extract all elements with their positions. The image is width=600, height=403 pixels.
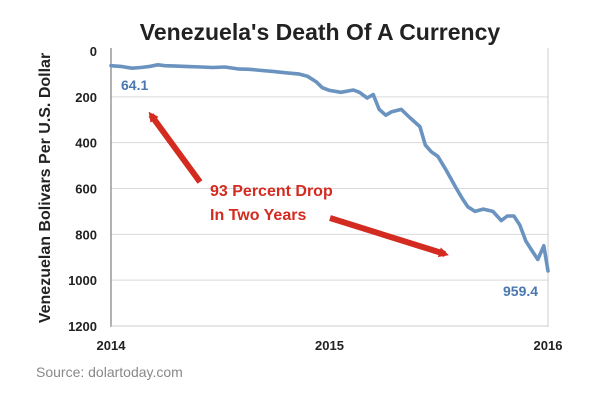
annotation-text-line1: 93 Percent Drop (210, 183, 333, 200)
y-tick-label: 400 (75, 136, 97, 151)
y-tick-label: 200 (75, 90, 97, 105)
y-tick-label: 1200 (68, 319, 97, 334)
annotation-text-line2: In Two Years (210, 207, 306, 224)
x-tick-label: 2016 (534, 338, 563, 353)
annotation-arrow-down (329, 215, 449, 257)
y-ticks: 0 200 400 600 800 1000 1200 (68, 44, 97, 334)
series-line-bolivar-rate (109, 63, 550, 273)
y-tick-label: 1000 (68, 273, 97, 288)
source-text: Source: dolartoday.com (36, 364, 183, 380)
x-tick-label: 2014 (97, 338, 127, 353)
x-tick-label: 2015 (315, 338, 344, 353)
annotation-arrow-up (148, 111, 203, 184)
y-tick-label: 600 (75, 182, 97, 197)
y-tick-label: 0 (90, 44, 97, 59)
y-tick-label: 800 (75, 227, 97, 242)
end-value-label: 959.4 (503, 283, 538, 299)
y-axis-label: Venezuelan Bolivars Per U.S. Dollar (37, 53, 54, 323)
x-ticks: 2014 2015 2016 (97, 338, 563, 353)
start-value-label: 64.1 (121, 77, 148, 93)
chart-title: Venezuela's Death Of A Currency (140, 19, 501, 45)
grid (111, 96, 548, 281)
